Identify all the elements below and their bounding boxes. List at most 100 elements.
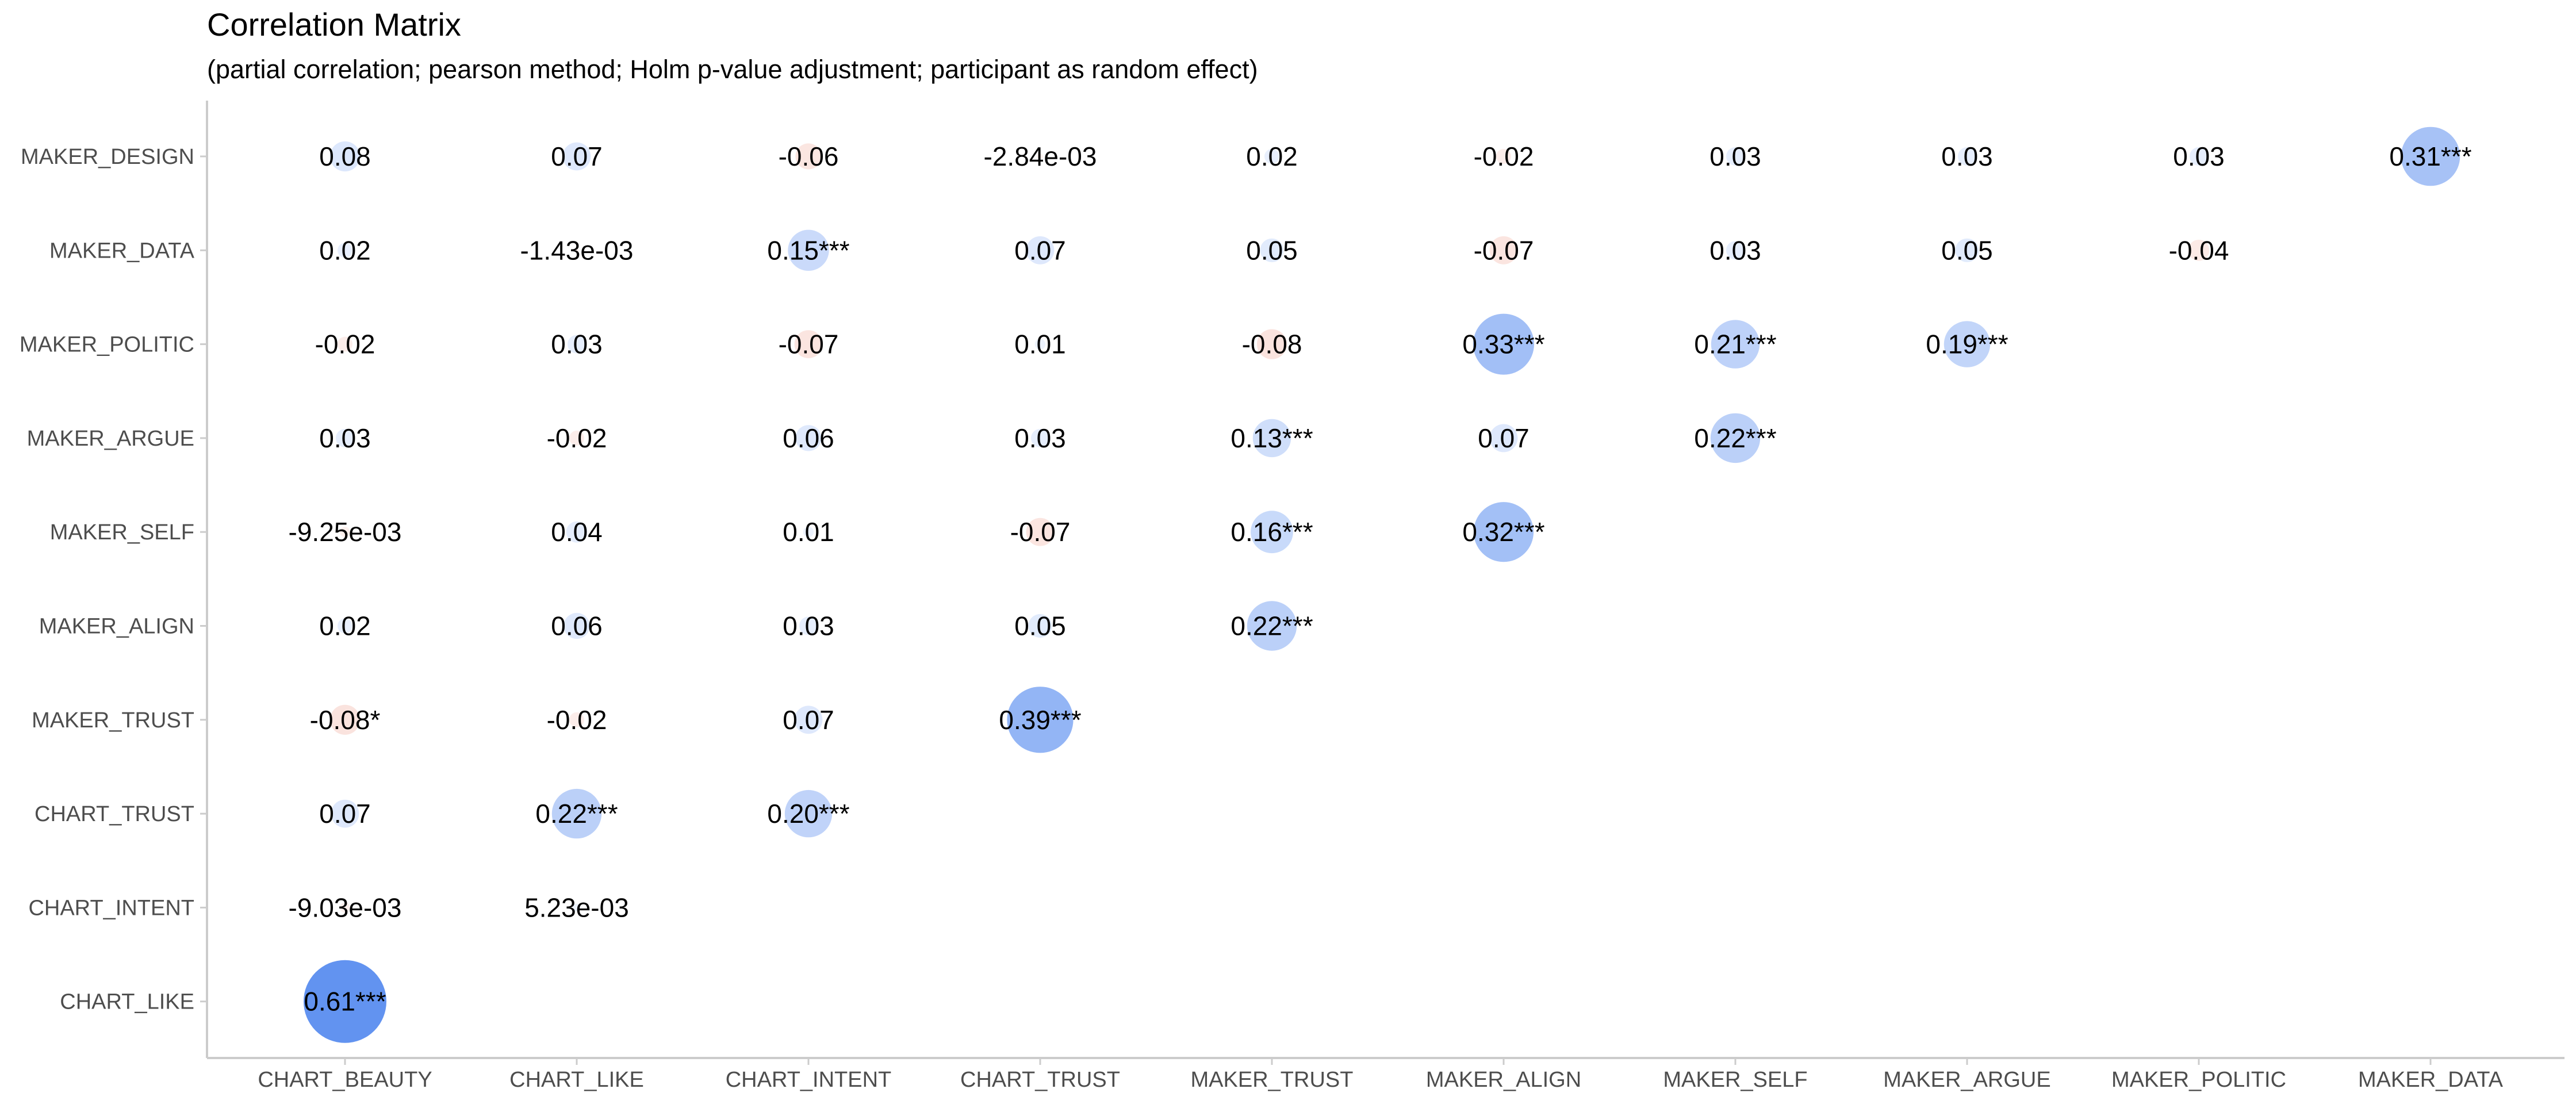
bubble-maker-self-maker-data [1726,241,1745,260]
value-label-chart-beauty-maker-argue: 0.03 [319,423,371,453]
bubble-chart-like-maker-design [562,142,591,171]
bubble-chart-trust-maker-politic [1034,339,1046,350]
value-label-chart-intent-maker-trust: 0.07 [783,705,834,735]
y-tick-label-maker-politic: MAKER_POLITIC [20,333,194,357]
value-label-maker-self-maker-data: 0.03 [1709,235,1761,265]
bubble-maker-align-maker-politic [1473,313,1534,375]
bubble-chart-beauty-maker-design [329,141,361,172]
x-tick-label-maker-align: MAKER_ALIGN [1426,1068,1581,1092]
value-label-chart-trust-maker-politic: 0.01 [1014,329,1066,359]
value-label-maker-argue-maker-design: 0.03 [1941,141,1993,171]
value-label-chart-like-maker-data: -1.43e-03 [520,235,634,265]
value-label-chart-like-maker-trust: -0.02 [547,705,607,735]
chart-title: Correlation Matrix [207,6,461,43]
value-label-chart-beauty-maker-self: -9.25e-03 [289,517,402,547]
bubble-chart-like-maker-align [564,612,590,639]
y-tick-label-chart-like: CHART_LIKE [60,990,194,1014]
value-label-maker-trust-maker-data: 0.05 [1246,235,1298,265]
value-label-chart-beauty-maker-align: 0.02 [319,611,371,641]
value-label-chart-beauty-maker-politic: -0.02 [315,329,375,359]
value-label-chart-trust-maker-self: -0.07 [1010,517,1071,547]
value-label-chart-intent-maker-data: 0.15*** [767,235,849,265]
bubble-chart-like-maker-argue [569,430,584,446]
value-label-maker-trust-maker-design: 0.02 [1246,141,1298,171]
bubble-maker-argue-maker-politic [1943,321,1991,367]
bubble-maker-align-maker-argue [1489,424,1518,453]
bubble-chart-trust-maker-self [1026,518,1055,546]
bubble-chart-like-maker-data [574,248,579,252]
x-tick-label-maker-self: MAKER_SELF [1663,1068,1807,1092]
bubble-maker-trust-maker-design [1264,149,1279,164]
value-label-chart-intent-maker-argue: 0.06 [783,423,834,453]
value-label-chart-trust-maker-data: 0.07 [1014,235,1066,265]
value-label-chart-like-maker-argue: -0.02 [547,423,607,453]
x-tick-label-maker-argue: MAKER_ARGUE [1883,1068,2050,1092]
y-tick-label-maker-trust: MAKER_TRUST [32,708,194,733]
chart-subtitle: (partial correlation; pearson method; Ho… [207,55,1258,84]
y-tick-label-chart-trust: CHART_TRUST [34,802,194,826]
value-label-chart-beauty-maker-data: 0.02 [319,235,371,265]
bubble-maker-data-maker-design [2401,126,2460,186]
y-tick-label-maker-argue: MAKER_ARGUE [27,427,194,451]
correlation-bubbles [304,126,2460,1043]
value-label-chart-intent-chart-trust: 0.20*** [767,799,849,829]
bubble-chart-intent-maker-self [803,527,814,538]
bubble-chart-intent-maker-trust [794,706,823,734]
bubble-maker-trust-maker-align [1247,601,1297,651]
value-label-maker-self-maker-argue: 0.22*** [1694,423,1776,453]
value-label-maker-trust-maker-self: 0.16*** [1230,517,1313,547]
bubble-maker-self-maker-argue [1710,413,1761,463]
x-tick-label-chart-beauty: CHART_BEAUTY [258,1068,432,1092]
value-label-chart-beauty-maker-design: 0.08 [319,141,371,171]
x-tick-label-maker-trust: MAKER_TRUST [1191,1068,1354,1092]
x-tick-label-maker-politic: MAKER_POLITIC [2111,1068,2286,1092]
bubble-chart-intent-chart-trust [784,789,833,838]
bubble-chart-like-maker-trust [569,712,584,727]
value-label-chart-intent-maker-align: 0.03 [783,611,834,641]
bubble-chart-intent-maker-politic [794,330,823,358]
bubble-chart-intent-maker-design [795,143,822,170]
bubble-chart-beauty-maker-align [338,618,352,634]
value-label-maker-data-maker-design: 0.31*** [2389,141,2471,171]
value-label-maker-align-maker-design: -0.02 [1474,141,1534,171]
value-label-maker-politic-maker-design: 0.03 [2173,141,2225,171]
bubble-chart-beauty-maker-trust [329,704,361,735]
x-tick-label-chart-intent: CHART_INTENT [726,1068,892,1092]
bubble-maker-trust-maker-argue [1252,419,1291,458]
bubble-maker-align-maker-data [1489,236,1518,264]
y-tick-label-maker-data: MAKER_DATA [49,239,195,263]
bubble-chart-beauty-maker-self [340,527,350,538]
bubble-maker-align-maker-design [1496,149,1511,164]
value-label-chart-beauty-chart-intent: -9.03e-03 [289,892,402,922]
bubble-maker-align-maker-self [1473,502,1534,562]
value-label-chart-intent-maker-self: 0.01 [783,517,834,547]
bubble-maker-argue-maker-data [1955,238,1979,262]
bubble-chart-intent-maker-argue [795,425,822,451]
bubble-chart-trust-maker-argue [1031,428,1049,447]
bubble-maker-politic-maker-design [2190,147,2208,166]
bubble-maker-politic-maker-data [2188,239,2210,261]
bubble-maker-trust-maker-data [1260,238,1284,262]
value-label-chart-beauty-chart-trust: 0.07 [319,799,371,829]
bubble-chart-beauty-maker-data [338,243,352,258]
value-label-chart-beauty-chart-like: 0.61*** [304,987,386,1017]
bubble-chart-like-maker-self [566,521,588,543]
y-tick-label-maker-align: MAKER_ALIGN [39,615,194,639]
x-tick-label-maker-data: MAKER_DATA [2358,1068,2504,1092]
value-label-chart-intent-maker-design: -0.06 [779,141,839,171]
bubble-chart-intent-maker-align [799,616,818,635]
x-tick-label-chart-like: CHART_LIKE [509,1068,644,1092]
value-label-maker-align-maker-politic: 0.33*** [1462,329,1544,359]
value-label-maker-trust-maker-politic: -0.08 [1242,329,1302,359]
value-label-chart-like-maker-align: 0.06 [551,611,603,641]
bubble-chart-beauty-maker-argue [336,428,354,447]
value-label-chart-like-maker-self: 0.04 [551,517,603,547]
value-label-maker-align-maker-self: 0.32*** [1462,517,1544,547]
value-label-chart-like-maker-politic: 0.03 [551,329,603,359]
value-label-maker-align-maker-data: -0.07 [1474,235,1534,265]
value-label-maker-argue-maker-politic: 0.19*** [1926,329,2008,359]
value-label-maker-politic-maker-data: -0.04 [2169,235,2229,265]
bubble-maker-self-maker-design [1726,147,1745,166]
